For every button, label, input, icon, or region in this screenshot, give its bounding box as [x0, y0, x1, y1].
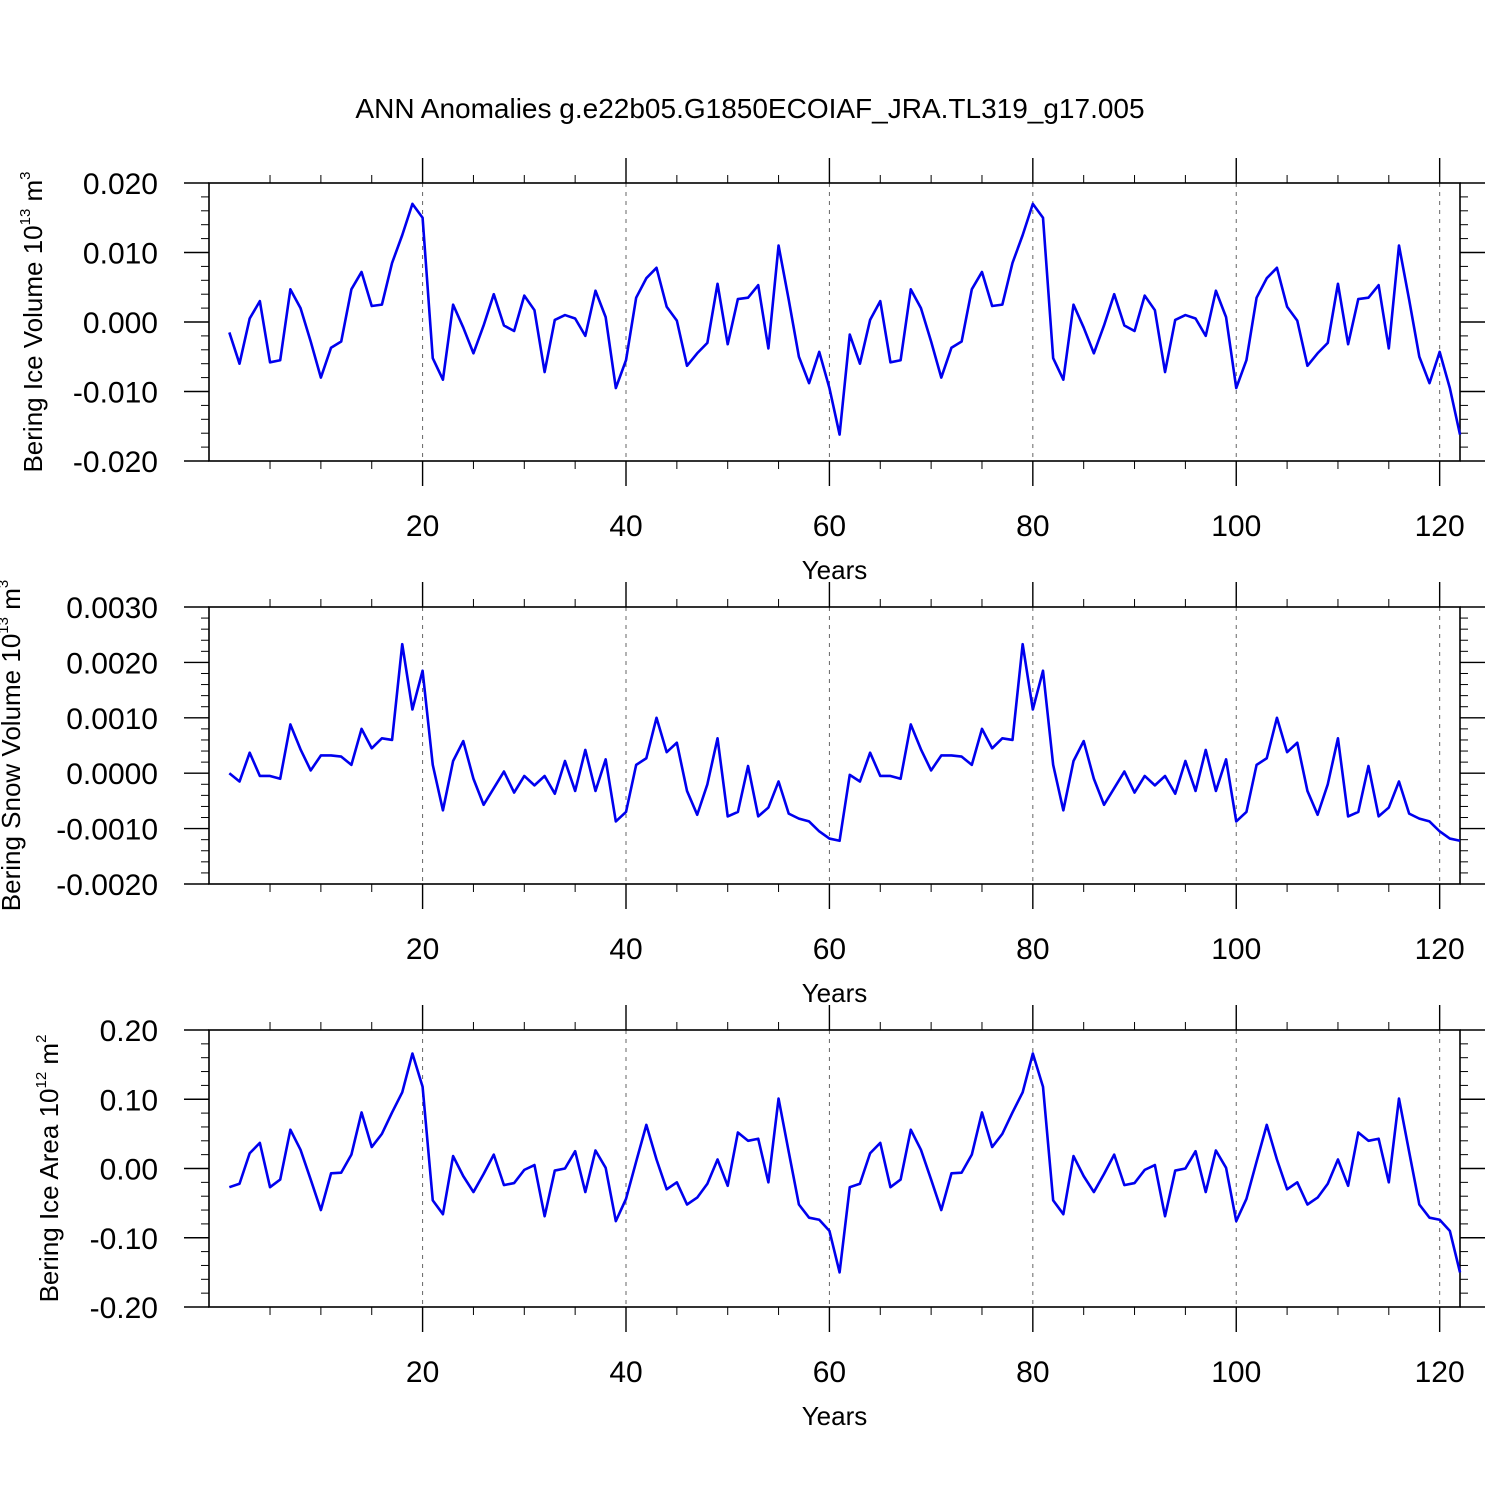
x-tick-label: 80: [1016, 933, 1049, 966]
panel-ice-volume: 20 40 60 80 100 120 -0.020 -0.010 0.000 0.010 0.02…: [17, 158, 1485, 585]
x-tick-label: 100: [1211, 933, 1261, 966]
y-tick-label: 0.0000: [66, 758, 158, 791]
x-tick-label: 40: [609, 933, 642, 966]
y-tick-label: 0.0010: [66, 703, 158, 736]
y-tick-label: 0.20: [100, 1015, 158, 1048]
x-tick-label: 120: [1415, 1356, 1465, 1389]
y-tick-label: 0.000: [83, 307, 158, 340]
x-tick-label: 20: [406, 510, 439, 543]
plot-frame: [208, 606, 1461, 885]
y-tick-label: 0.010: [83, 238, 158, 271]
panel-ice-area: 20 40 60 80 100 120 -0.20 -0.10 0.00 0.10 0.20 Year…: [33, 1005, 1485, 1431]
y-tick-label: -0.20: [90, 1292, 158, 1325]
y-tick-label: 0.00: [100, 1154, 158, 1187]
x-tick-label: 20: [406, 933, 439, 966]
y-tick-label: 0.0020: [66, 647, 158, 680]
y-tick-label: -0.0010: [56, 814, 158, 847]
y-axis-label: Bering Ice Volume 1013 m3: [17, 171, 48, 472]
panel-snow-volume: 20 40 60 80 100 120 -0.0020 -0.0010 0.0000 0.0010…: [0, 580, 1485, 1008]
x-tick-label: 40: [609, 510, 642, 543]
x-tick-label: 40: [609, 1356, 642, 1389]
y-axis-label: Bering Ice Area 1012 m2: [33, 1035, 64, 1303]
x-tick-label: 120: [1415, 933, 1465, 966]
series-line-ice-area: [228, 1052, 1462, 1274]
y-tick-label: 0.020: [83, 168, 158, 201]
x-tick-label: 80: [1016, 510, 1049, 543]
x-tick-label: 60: [813, 933, 846, 966]
y-tick-label: -0.10: [90, 1223, 158, 1256]
x-tick-label: 60: [813, 1356, 846, 1389]
x-axis-label: Years: [802, 1401, 868, 1431]
panels: 20 40 60 80 100 120 -0.020 -0.010 0.000 0.010 0.02…: [0, 158, 1485, 1431]
x-tick-label: 120: [1415, 510, 1465, 543]
x-axis-label: Years: [802, 978, 868, 1008]
x-tick-label: 100: [1211, 510, 1261, 543]
series-line-snow-volume: [228, 642, 1461, 843]
x-tick-label: 60: [813, 510, 846, 543]
y-tick-label: 0.0030: [66, 592, 158, 625]
x-axis-label: Years: [802, 555, 868, 585]
x-tick-label: 20: [406, 1356, 439, 1389]
x-tick-label: 100: [1211, 1356, 1261, 1389]
y-tick-label: -0.020: [73, 446, 158, 479]
series-line-ice-volume: [228, 202, 1462, 436]
y-tick-label: -0.010: [73, 377, 158, 410]
plot-frame: [208, 182, 1461, 462]
y-tick-label: -0.0020: [56, 869, 158, 902]
x-tick-label: 80: [1016, 1356, 1049, 1389]
plot-frame: [208, 1029, 1461, 1308]
y-tick-label: 0.10: [100, 1084, 158, 1117]
figure-title: ANN Anomalies g.e22b05.G1850ECOIAF_JRA.T…: [355, 93, 1144, 124]
y-axis-label: Bering Snow Volume 1013 m3: [0, 580, 26, 911]
